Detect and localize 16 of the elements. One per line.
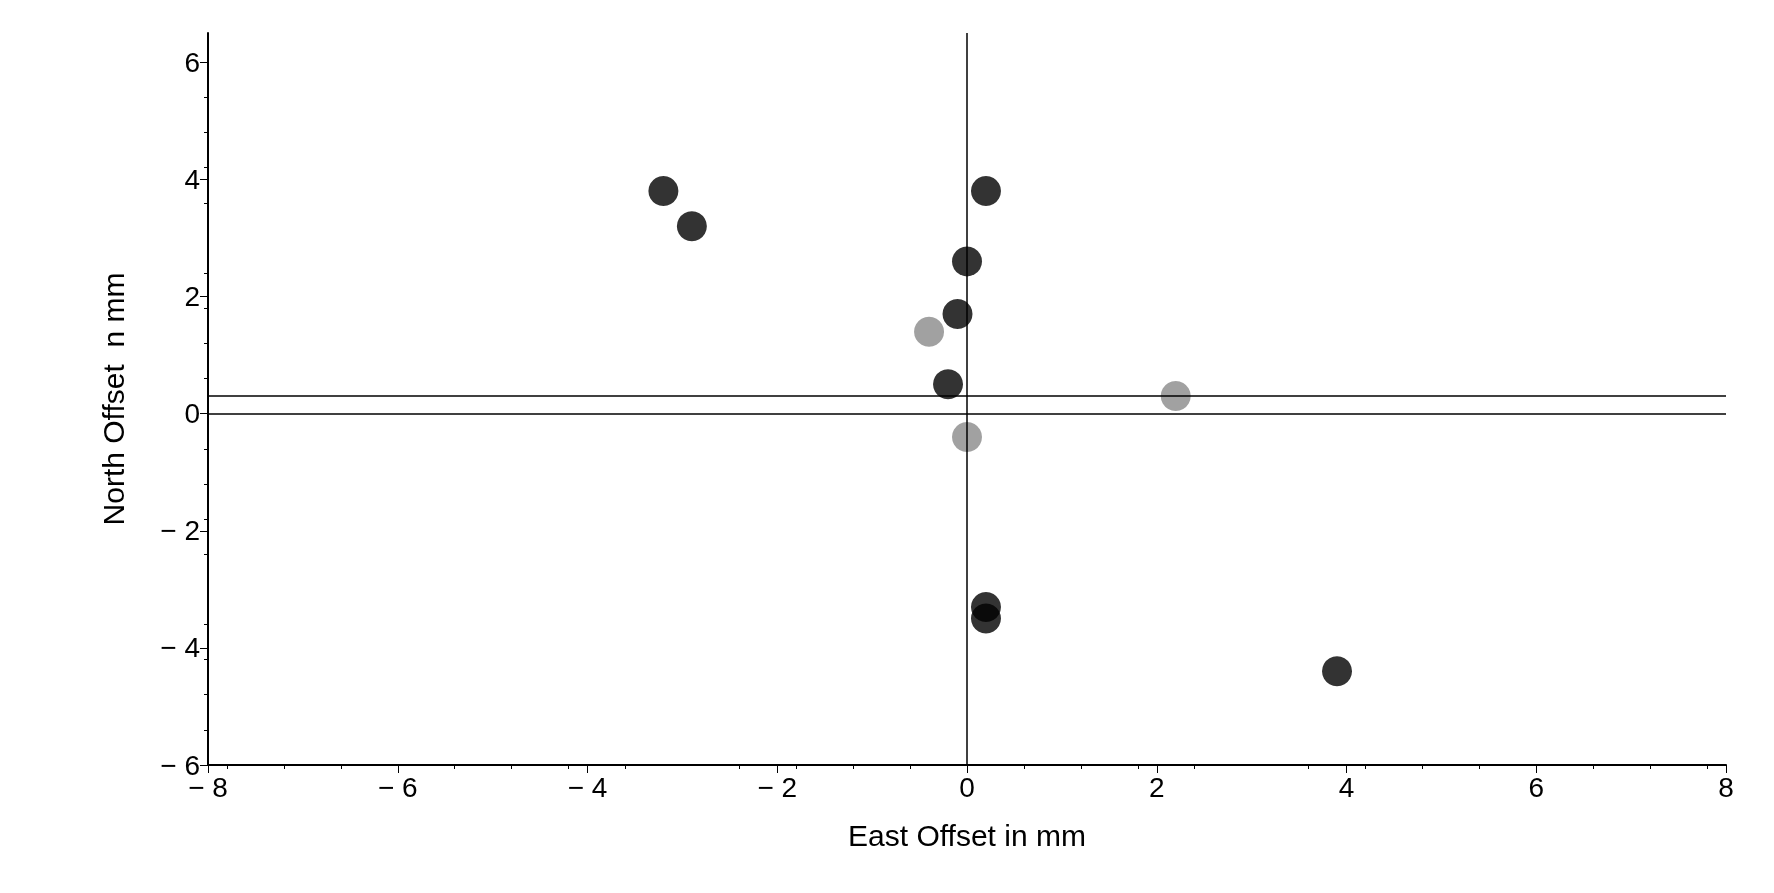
y-axis-title: North Offset n mm: [96, 272, 130, 526]
x-tick-label: 4: [1338, 771, 1355, 803]
x-tick-label: 2: [1148, 771, 1165, 803]
x-tick-label: 6: [1528, 771, 1545, 803]
y-tick-label: − 2: [160, 515, 200, 547]
y-tick-label: 0: [184, 398, 200, 430]
x-tick-label: − 2: [757, 771, 798, 803]
y-tick-label: − 4: [160, 632, 200, 664]
y-tick-label: 4: [184, 163, 200, 195]
x-tick-label: − 6: [377, 771, 418, 803]
x-axis-title: East Offset in mm: [848, 818, 1086, 852]
x-tick-label: − 4: [567, 771, 608, 803]
x-tick-label: 0: [959, 771, 975, 803]
y-tick-label: 2: [184, 281, 200, 313]
y-tick-label: 6: [184, 46, 200, 78]
x-tick-label: 8: [1718, 771, 1734, 803]
